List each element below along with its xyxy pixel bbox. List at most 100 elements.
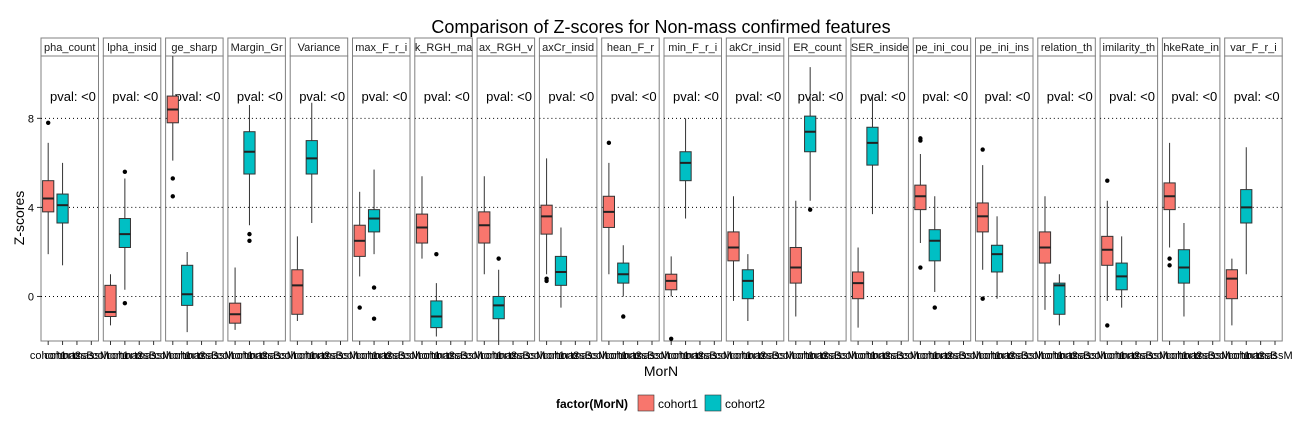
pval-annotation: pval: <0 bbox=[1109, 89, 1155, 104]
panel-content: pval: <0 bbox=[726, 89, 784, 321]
y-tick-label: 0 bbox=[28, 291, 34, 303]
panel-background bbox=[975, 55, 1034, 342]
strip-label: SER_inside bbox=[851, 42, 908, 54]
box-iqr bbox=[914, 184, 927, 211]
box-cohort1 bbox=[291, 236, 304, 321]
box-cohort1 bbox=[976, 147, 989, 301]
strip-label: pe_ini_cou bbox=[915, 42, 968, 54]
x-tick-label: massB bbox=[122, 350, 156, 362]
x-tick-label: massM bbox=[136, 350, 171, 362]
x-tick-label: massB bbox=[60, 350, 94, 362]
box-cohort2 bbox=[56, 162, 69, 266]
legend-title: factor(MorN) bbox=[556, 397, 628, 411]
outlier-point bbox=[170, 194, 175, 199]
box-cohort2 bbox=[804, 67, 817, 212]
panel-4: Margin_Gr pval: <0 cohort1cohort2massBmass… bbox=[217, 37, 296, 362]
outlier-point bbox=[606, 140, 612, 146]
pval-annotation: pval: <0 bbox=[985, 89, 1031, 104]
panel-9: axCr_insid pval: <0 cohort1cohort2massBmas… bbox=[528, 37, 607, 362]
pval-annotation: pval: <0 bbox=[1234, 89, 1280, 104]
panel-content: pval: <0 bbox=[1224, 89, 1283, 326]
strip-label: hean_F_r bbox=[607, 42, 654, 54]
x-tick-label: cohort1 bbox=[92, 350, 129, 362]
panel-2: lpha_insid pval: <0 cohort1cohort2massBmas… bbox=[92, 37, 171, 362]
x-tick-label: cohort2 bbox=[1166, 350, 1203, 362]
x-tick-label: cohort1 bbox=[715, 350, 752, 362]
strip-label: pe_ini_ins bbox=[979, 42, 1029, 54]
strip-label: pha_count bbox=[44, 42, 95, 54]
box-cohort2 bbox=[866, 96, 879, 215]
panel-content: pval: <0 bbox=[788, 67, 847, 317]
outlier-point bbox=[45, 120, 51, 125]
box-cohort2 bbox=[1115, 236, 1128, 308]
box-cohort2 bbox=[243, 104, 256, 244]
strip-label: relation_th bbox=[1041, 42, 1092, 54]
panel-content: pval: <0 bbox=[975, 89, 1033, 301]
panel-background bbox=[1037, 55, 1096, 342]
box-iqr bbox=[866, 126, 879, 166]
box-cohort2 bbox=[741, 254, 754, 321]
box-cohort1 bbox=[478, 176, 491, 275]
outlier-point bbox=[496, 256, 501, 261]
strip-label: max_F_r_i bbox=[355, 42, 407, 54]
strip-label: Margin_Gr bbox=[231, 42, 283, 54]
panel-11: min_F_r_i pval: <0 cohort1cohort2massBmass… bbox=[653, 37, 732, 362]
x-tick-label: cohort1 bbox=[404, 350, 441, 362]
panel-6: max_F_r_i pval: <0 cohort1cohort2massBmass… bbox=[341, 37, 421, 362]
outlier-point bbox=[980, 296, 985, 301]
x-tick-label: massM bbox=[697, 350, 732, 362]
x-tick-label: massM bbox=[260, 350, 295, 362]
outlier-point bbox=[918, 265, 923, 270]
outlier-point bbox=[807, 207, 813, 212]
x-tick-label: cohort1 bbox=[217, 350, 254, 362]
x-tick-label: cohort2 bbox=[1228, 350, 1265, 362]
pval-annotation: pval: <0 bbox=[362, 89, 408, 104]
legend: factor(MorN) cohort1 cohort2 bbox=[556, 394, 765, 412]
box-iqr bbox=[976, 202, 989, 233]
legend-key-cohort2 bbox=[704, 394, 722, 412]
box-iqr bbox=[665, 273, 678, 291]
y-axis: 0 4 8 bbox=[28, 113, 41, 303]
strip-label: akCr_insid bbox=[729, 42, 781, 54]
box-cohort1 bbox=[353, 191, 366, 310]
x-tick-label: cohort2 bbox=[480, 350, 517, 362]
panel-content: pval: <0 bbox=[103, 89, 161, 326]
panel-background bbox=[352, 55, 411, 342]
x-tick-label: massB bbox=[683, 350, 717, 362]
x-tick-label: cohort1 bbox=[1151, 350, 1188, 362]
box-iqr bbox=[104, 284, 117, 318]
x-tick-label: massB bbox=[434, 350, 468, 362]
strip-label: lpha_insid bbox=[107, 42, 157, 54]
box-cohort1 bbox=[914, 136, 927, 270]
x-tick-label: massM bbox=[634, 350, 669, 362]
x-tick-label: cohort2 bbox=[356, 350, 393, 362]
x-tick-label: massB bbox=[1119, 350, 1153, 362]
box-cohort1 bbox=[1038, 196, 1052, 310]
box-iqr bbox=[851, 271, 865, 300]
box-iqr bbox=[990, 244, 1004, 273]
panel-content: pval: <0 bbox=[601, 89, 660, 319]
panel-content: pval: <0 bbox=[913, 89, 971, 310]
x-tick-label: cohort2 bbox=[979, 350, 1016, 362]
panel-background bbox=[663, 55, 722, 342]
x-tick-label: cohort2 bbox=[293, 350, 330, 362]
x-tick-label: cohort1 bbox=[591, 350, 628, 362]
x-tick-label: massM bbox=[385, 350, 420, 362]
x-tick-label: cohort2 bbox=[44, 350, 81, 362]
box-iqr bbox=[478, 211, 491, 244]
panel-content: pval: <0 bbox=[539, 89, 597, 308]
x-tick-label: massM bbox=[759, 350, 794, 362]
x-tick-label: cohort1 bbox=[154, 350, 191, 362]
box-cohort1 bbox=[851, 247, 865, 328]
panel-content: pval: <0 bbox=[1037, 89, 1096, 326]
x-tick-label: cohort2 bbox=[169, 350, 206, 362]
pval-annotation: pval: <0 bbox=[1171, 89, 1217, 104]
box-iqr bbox=[741, 269, 754, 300]
box-iqr bbox=[1240, 189, 1253, 224]
x-tick-label: cohort2 bbox=[792, 350, 829, 362]
pval-annotation: pval: <0 bbox=[611, 89, 657, 104]
strip-label: imilarity_th bbox=[1103, 42, 1156, 54]
x-tick-label: massM bbox=[1008, 350, 1043, 362]
